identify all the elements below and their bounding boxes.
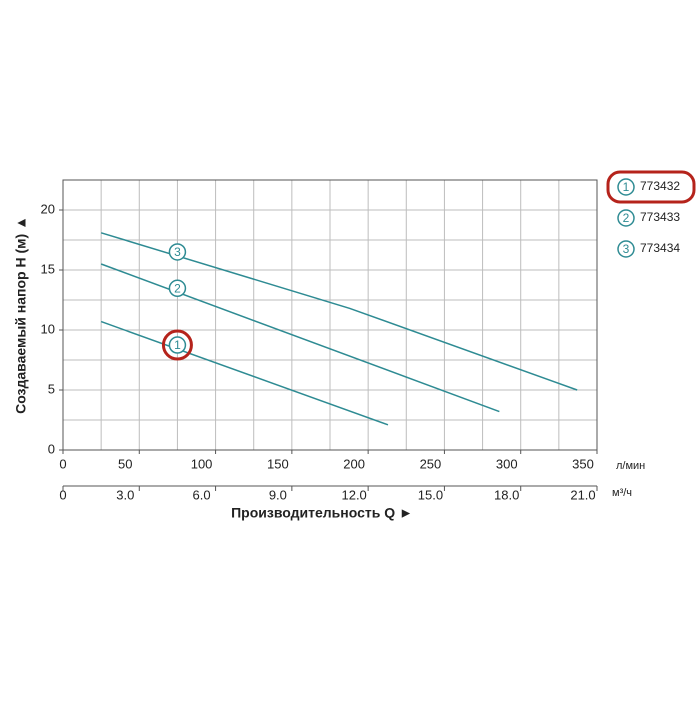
legend-label: 773432 [640, 179, 680, 193]
y-tick-label: 0 [48, 441, 55, 456]
curve-marker-circle [168, 279, 187, 298]
x2-tick-label: 6.0 [193, 487, 211, 502]
y-axis-title: Создаваемый напор H (м) ▲ [13, 216, 29, 414]
x-tick-label: 300 [496, 456, 518, 471]
legend-label: 773433 [640, 210, 680, 224]
highlight-ring [161, 329, 193, 361]
x2-tick-label: 0 [59, 487, 66, 502]
y-tick-label: 15 [41, 261, 55, 276]
curve-marker: 3 [174, 245, 181, 259]
series-line [100, 320, 389, 426]
series-line [100, 263, 500, 413]
x-tick-label: 0 [59, 456, 66, 471]
x-tick-label: 350 [572, 456, 594, 471]
x2-tick-label: 21.0 [570, 487, 595, 502]
x-tick-label: 250 [420, 456, 442, 471]
x2-tick-label: 18.0 [494, 487, 519, 502]
x2-tick-label: 9.0 [269, 487, 287, 502]
y-tick-label: 20 [41, 201, 55, 216]
x2-unit: м³/ч [612, 487, 632, 499]
legend-highlight [606, 170, 696, 204]
x2-tick-label: 15.0 [418, 487, 443, 502]
legend-marker: 2 [623, 211, 630, 225]
curve-marker: 1 [174, 338, 181, 352]
x2-tick-label: 12.0 [341, 487, 366, 502]
x-tick-label: 100 [191, 456, 213, 471]
legend-marker: 1 [623, 180, 630, 194]
legend-marker-circle [617, 240, 635, 258]
legend-marker: 3 [623, 242, 630, 256]
x-tick-label: 150 [267, 456, 289, 471]
series-line [100, 232, 578, 391]
legend-marker-circle [617, 178, 635, 196]
y-tick-label: 10 [41, 321, 55, 336]
plot-frame [62, 179, 598, 451]
curve-marker-circle [168, 243, 187, 261]
x2-tick-label: 3.0 [116, 487, 134, 502]
x-tick-label: 50 [118, 456, 132, 471]
legend-marker-circle [617, 209, 635, 227]
curve-marker-circle [168, 336, 187, 354]
y-tick-label: 5 [48, 381, 55, 396]
curve-marker: 2 [174, 281, 181, 295]
x-unit: л/мин [616, 460, 645, 472]
legend-label: 773434 [640, 241, 680, 255]
x-axis-title: Производительность Q ► [231, 505, 413, 521]
x-tick-label: 200 [343, 456, 365, 471]
